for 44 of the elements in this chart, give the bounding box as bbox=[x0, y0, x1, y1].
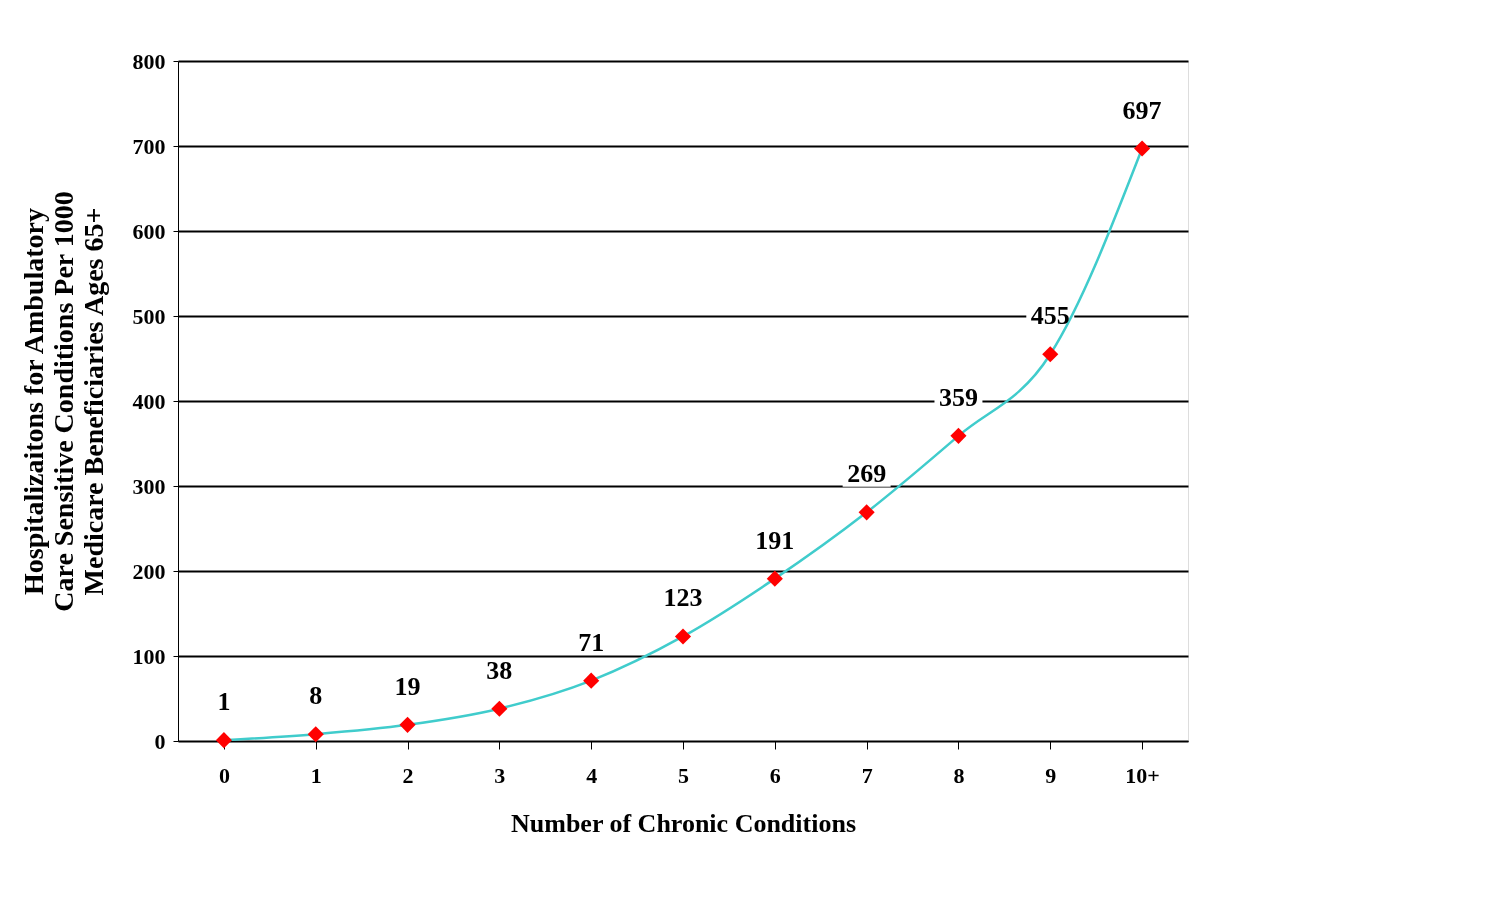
x-tick-label: 6 bbox=[769, 762, 781, 788]
data-label: 191 bbox=[755, 525, 795, 555]
y-tick-label: 400 bbox=[132, 388, 166, 414]
x-tick-label: 8 bbox=[953, 762, 965, 788]
x-tick-label: 7 bbox=[861, 762, 873, 788]
point bbox=[674, 628, 692, 645]
x-tick-label: 4 bbox=[586, 762, 598, 788]
point bbox=[583, 672, 600, 689]
point bbox=[1134, 140, 1151, 157]
y-tick-label: 200 bbox=[132, 558, 166, 584]
data-label: 71 bbox=[578, 627, 605, 657]
y-axis-title: Hospitalizaitons for Ambulatory Care Sensitive Conditions Per 1000 Medicare Beneficiaries Ages 65+ bbox=[17, 191, 109, 612]
data-label: 455 bbox=[1030, 301, 1070, 331]
y-tick-label: 500 bbox=[132, 303, 166, 329]
point bbox=[307, 726, 324, 743]
data-label: 1 bbox=[217, 687, 231, 717]
point bbox=[215, 732, 232, 749]
point bbox=[491, 700, 508, 717]
y-tick-label: 0 bbox=[154, 728, 166, 754]
point bbox=[399, 716, 416, 733]
y-tick-label: 100 bbox=[132, 643, 166, 669]
x-tick-label: 10+ bbox=[1125, 762, 1160, 788]
point bbox=[766, 570, 783, 587]
x-tick-label: 2 bbox=[402, 762, 414, 788]
x-tick-label: 0 bbox=[218, 762, 230, 788]
x-tick-label: 5 bbox=[678, 762, 689, 788]
y-tick-label: 300 bbox=[132, 473, 166, 499]
x-tick-label: 1 bbox=[310, 762, 322, 788]
x-tick-label: 9 bbox=[1045, 762, 1057, 788]
data-label: 123 bbox=[663, 583, 703, 613]
y-tick-label: 800 bbox=[132, 48, 166, 74]
data-label: 269 bbox=[847, 459, 887, 489]
data-label: 19 bbox=[394, 671, 421, 701]
y-tick-label: 700 bbox=[132, 133, 166, 159]
point bbox=[1042, 346, 1059, 363]
data-label: 359 bbox=[938, 382, 978, 412]
y-tick-label: 600 bbox=[132, 218, 166, 244]
data-label: 38 bbox=[486, 655, 513, 685]
point bbox=[858, 504, 875, 521]
data-label: 697 bbox=[1122, 95, 1162, 125]
point bbox=[950, 427, 967, 444]
x-tick-label: 3 bbox=[494, 762, 506, 788]
x-axis-title: Number of Chronic Conditions bbox=[510, 808, 857, 838]
data-label: 8 bbox=[309, 681, 323, 711]
